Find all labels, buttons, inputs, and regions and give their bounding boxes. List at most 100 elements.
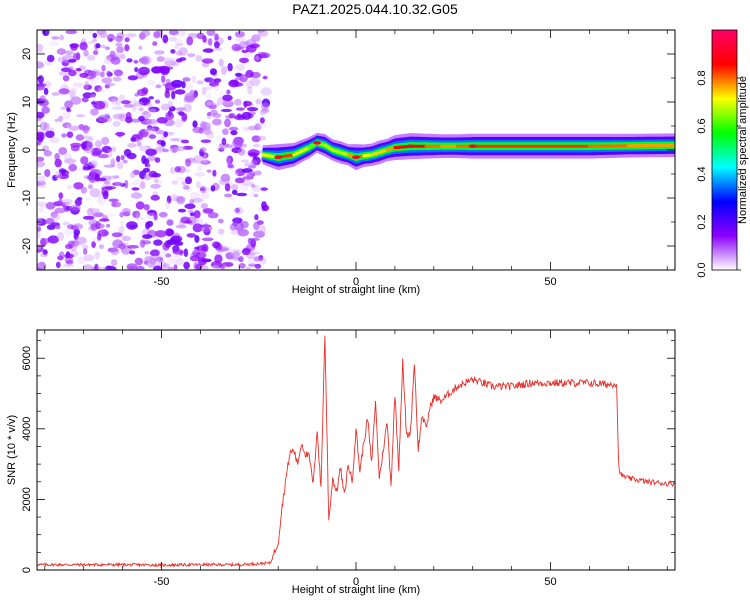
- spectrogram-noise-cell: [175, 224, 187, 229]
- spectrogram-noise-cell: [174, 89, 186, 95]
- spectrogram-noise-cell: [170, 235, 183, 243]
- spectrogram-noise-cell: [70, 96, 82, 105]
- spectrogram-noise-cell: [133, 179, 144, 184]
- spectrogram-noise-cell: [172, 249, 184, 255]
- spectrogram-noise-cell: [153, 179, 163, 185]
- spectrogram-noise-cell: [231, 184, 239, 191]
- spectrogram-noise-cell: [259, 117, 265, 124]
- spectrogram-noise-cell: [64, 100, 74, 109]
- spectrogram-noise-cell: [135, 265, 145, 270]
- spectrogram-noise-cell: [110, 56, 121, 65]
- spectrogram-noise-cell: [260, 225, 266, 234]
- spectrogram-noise-cell: [174, 45, 180, 50]
- spectrogram-noise-cell: [97, 177, 107, 182]
- spectrogram-noise-cell: [243, 52, 251, 58]
- spectrogram-noise-cell: [88, 208, 101, 213]
- spectrogram-noise-cell: [70, 145, 80, 152]
- spectrogram-noise-cell: [123, 104, 135, 108]
- spectrogram-noise-cell: [96, 193, 104, 199]
- spectrogram-noise-cell: [222, 246, 232, 252]
- spectrogram-noise-cell: [257, 135, 267, 141]
- spectrogram-noise-cell: [54, 152, 60, 161]
- spectrogram-noise-cell: [166, 258, 177, 265]
- spectrogram-noise-cell: [171, 79, 184, 87]
- spectrogram-noise-cell: [62, 201, 70, 206]
- snr-y-tick-label: 4000: [21, 417, 33, 441]
- spectrogram-noise-cell: [260, 187, 268, 191]
- spectrogram-noise-cell: [236, 225, 244, 233]
- spectrogram-noise-cell: [37, 226, 42, 232]
- spectrogram-noise-cell: [153, 212, 158, 221]
- spectrogram-noise-cell: [175, 107, 187, 112]
- spectrogram-noise-cell: [40, 253, 48, 258]
- spectrogram-noise-cell: [116, 155, 121, 163]
- spectrogram-noise-cell: [98, 244, 105, 250]
- spectrogram-noise-cell: [148, 134, 157, 139]
- spectrogram-noise-cell: [154, 157, 161, 163]
- spectrogram-noise-cell: [254, 123, 262, 131]
- spectrogram-noise-cell: [164, 60, 177, 66]
- spectrogram-noise-cell: [54, 158, 62, 168]
- spectrogram-noise-cell: [232, 172, 239, 176]
- spectrogram-noise-cell: [210, 185, 216, 192]
- spectrogram-noise-cell: [84, 81, 89, 89]
- spectrogram-noise-cell: [37, 201, 47, 207]
- spectrogram-noise-cell: [68, 163, 78, 172]
- spectrogram-noise-cell: [95, 43, 101, 49]
- spectrogram-noise-cell: [121, 100, 131, 105]
- spectrogram-noise-cell: [150, 255, 161, 264]
- spectrogram-noise-cell: [62, 221, 71, 226]
- spectrogram-noise-cell: [58, 115, 63, 123]
- spectrogram-noise-cell: [250, 159, 258, 167]
- spectrogram-noise-cell: [260, 87, 272, 96]
- spectrogram-noise-cell: [212, 241, 221, 249]
- spectrogram-noise-cell: [208, 38, 213, 46]
- spectrogram-noise-cell: [189, 192, 201, 200]
- spectrogram-noise-cell: [108, 198, 119, 203]
- spectrogram-noise-cell: [261, 204, 270, 212]
- spectrogram-noise-cell: [171, 254, 181, 259]
- spectrogram-noise-cell: [195, 55, 203, 62]
- spectrogram-noise-cell: [180, 139, 190, 144]
- spectrogram-noise-cell: [122, 159, 128, 164]
- spectrogram-noise-cell: [82, 166, 92, 171]
- spectrogram-noise-cell: [111, 98, 118, 105]
- spectrogram-noise-cell: [227, 62, 233, 72]
- spectrogram-y-tick-label: 0: [21, 147, 33, 153]
- spectrogram-noise-cell: [138, 66, 150, 76]
- spectrogram-noise-cell: [245, 69, 254, 78]
- spectrogram-noise-cell: [184, 92, 196, 102]
- spectrogram-noise-cell: [129, 98, 137, 105]
- spectrogram-noise-cell: [143, 260, 149, 265]
- spectrogram-noise-cell: [163, 57, 174, 66]
- spectrogram-noise-cell: [92, 50, 99, 56]
- spectrogram-noise-cell: [138, 107, 144, 112]
- spectrogram-noise-cell: [79, 125, 91, 131]
- spectrogram-noise-cell: [86, 141, 94, 150]
- spectrogram-noise-cell: [203, 126, 212, 135]
- spectrogram-noise-cell: [69, 43, 80, 48]
- spectrogram-noise-cell: [111, 200, 117, 208]
- spectrogram-noise-cell: [222, 94, 233, 102]
- spectrogram-noise-cell: [114, 180, 124, 187]
- spectrogram-noise-cell: [262, 75, 268, 80]
- spectrogram-noise-cell: [87, 40, 95, 45]
- spectrogram-noise-cell: [101, 64, 106, 72]
- spectrogram-noise-cell: [241, 111, 252, 120]
- spectrogram-noise-cell: [147, 108, 157, 113]
- spectrogram-noise-cell: [220, 181, 233, 186]
- spectrogram-noise-cell: [146, 220, 154, 228]
- spectrogram-noise-cell: [57, 231, 65, 241]
- spectrogram-noise-cell: [165, 200, 170, 210]
- spectrogram-noise-cell: [150, 183, 162, 189]
- spectrogram-noise-cell: [226, 89, 231, 95]
- colorbar: 0.0 0.2 0.4 0.6 0.8 Normalized spectral ampl…: [696, 29, 749, 278]
- spectrogram-noise-cell: [142, 110, 149, 116]
- spectrogram-noise-cell: [88, 30, 93, 35]
- spectrogram-noise-cell: [201, 87, 207, 95]
- spectrogram-noise-cell: [254, 53, 262, 63]
- spectrogram-noise-cell: [81, 96, 89, 103]
- spectrogram-noise-cell: [99, 218, 110, 222]
- spectrogram-noise-cell: [164, 253, 172, 258]
- spectrogram-noise-cell: [115, 42, 123, 47]
